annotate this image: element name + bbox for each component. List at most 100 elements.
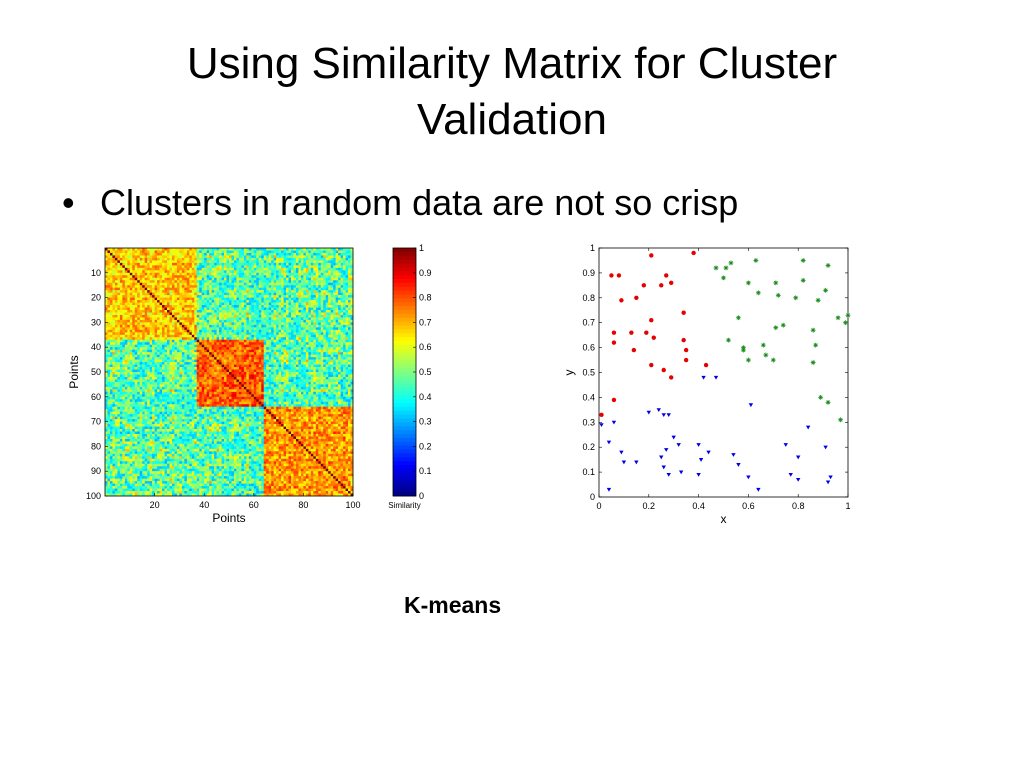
heatmap-cell: [167, 362, 170, 365]
heatmap-cell: [152, 344, 155, 348]
heatmap-cell: [305, 359, 309, 363]
heatmap-cell: [325, 364, 329, 368]
heatmap-cell: [281, 362, 284, 365]
heatmap-cell: [201, 310, 205, 313]
heatmap-cell: [313, 290, 317, 293]
heatmap-cell: [248, 307, 252, 311]
heatmap-cell: [154, 322, 158, 326]
heatmap-cell: [209, 357, 212, 360]
heatmap-cell: [169, 322, 173, 326]
heatmap-cell: [191, 248, 195, 251]
heatmap-cell: [281, 324, 284, 328]
heatmap-cell: [216, 270, 220, 274]
heatmap-cell: [283, 285, 287, 288]
heatmap-cell: [162, 310, 165, 313]
heatmap-cell: [238, 272, 242, 276]
heatmap-cell: [308, 314, 312, 318]
heatmap-cell: [281, 322, 284, 326]
heatmap-cell: [162, 302, 165, 306]
heatmap-cell: [154, 352, 158, 355]
heatmap-cell: [343, 312, 346, 316]
heatmap-cell: [162, 327, 165, 331]
heatmap-cell: [199, 287, 203, 291]
heatmap-cell: [119, 300, 123, 303]
heatmap-cell: [105, 349, 108, 353]
heatmap-cell: [176, 257, 180, 261]
heatmap-cell: [176, 334, 180, 338]
heatmap-cell: [176, 327, 180, 331]
heatmap-cell: [286, 290, 289, 293]
heatmap-cell: [191, 275, 195, 279]
heatmap-cell: [340, 349, 344, 353]
heatmap-cell: [147, 265, 150, 269]
heatmap-cell: [305, 310, 309, 313]
heatmap-cell: [159, 277, 163, 281]
heatmap-cell: [114, 282, 118, 286]
heatmap-cell: [258, 344, 262, 348]
heatmap-cell: [167, 367, 170, 370]
heatmap-cell: [256, 317, 260, 321]
heatmap-cell: [253, 359, 257, 363]
heatmap-cell: [169, 287, 173, 291]
heatmap-cell: [132, 354, 136, 358]
heatmap-cell: [343, 317, 346, 321]
heatmap-cell: [320, 265, 324, 269]
heatmap-cell: [293, 270, 297, 274]
heatmap-cell: [350, 262, 354, 266]
heatmap-cell: [201, 352, 205, 355]
heatmap-cell: [335, 314, 339, 318]
heatmap-cell: [248, 305, 252, 308]
heatmap-cell: [229, 275, 232, 279]
heatmap-cell: [308, 317, 312, 321]
heatmap-cell: [191, 347, 195, 350]
heatmap-cell: [211, 362, 215, 365]
heatmap-cell: [231, 312, 235, 316]
heatmap-cell: [333, 349, 336, 353]
heatmap-cell: [139, 324, 143, 328]
heatmap-cell: [338, 307, 341, 311]
heatmap-cell: [256, 324, 260, 328]
heatmap-cell: [350, 250, 354, 254]
heatmap-cell: [251, 314, 255, 318]
heatmap-cell: [122, 312, 126, 316]
heatmap-cell: [283, 287, 287, 291]
heatmap-cell: [196, 262, 200, 266]
heatmap-cell: [142, 342, 145, 346]
heatmap-cell: [179, 314, 183, 318]
heatmap-cell: [191, 329, 195, 333]
heatmap-cell: [241, 324, 245, 328]
heatmap-cell: [124, 307, 128, 311]
heatmap-cell: [224, 272, 227, 276]
heatmap-cell: [134, 357, 138, 360]
heatmap-cell: [298, 317, 302, 321]
heatmap-cell: [171, 332, 175, 336]
heatmap-cell: [189, 265, 193, 269]
heatmap-cell: [348, 297, 351, 301]
heatmap-cell: [338, 359, 341, 363]
heatmap-cell: [350, 352, 354, 355]
heatmap-cell: [281, 352, 284, 355]
heatmap-cell: [323, 277, 327, 281]
heatmap-cell: [114, 267, 118, 271]
heatmap-cell: [323, 310, 327, 313]
heatmap-cell: [315, 339, 319, 343]
heatmap-cell: [194, 317, 198, 321]
heatmap-cell: [256, 322, 260, 326]
heatmap-cell: [219, 290, 222, 293]
heatmap-cell: [105, 282, 108, 286]
heatmap-cell: [124, 295, 128, 298]
heatmap-cell: [273, 319, 277, 323]
heatmap-cell: [139, 265, 143, 269]
heatmap-cell: [343, 319, 346, 323]
heatmap-cell: [139, 270, 143, 274]
heatmap-cell: [241, 342, 245, 346]
heatmap-cell: [112, 295, 116, 298]
heatmap-cell: [278, 312, 282, 316]
heatmap-cell: [176, 248, 180, 251]
heatmap-cell: [162, 250, 165, 254]
heatmap-cell: [216, 280, 220, 284]
heatmap-cell: [186, 367, 190, 370]
heatmap-cell: [315, 252, 319, 256]
heatmap-cell: [209, 332, 212, 336]
heatmap-cell: [137, 322, 141, 326]
